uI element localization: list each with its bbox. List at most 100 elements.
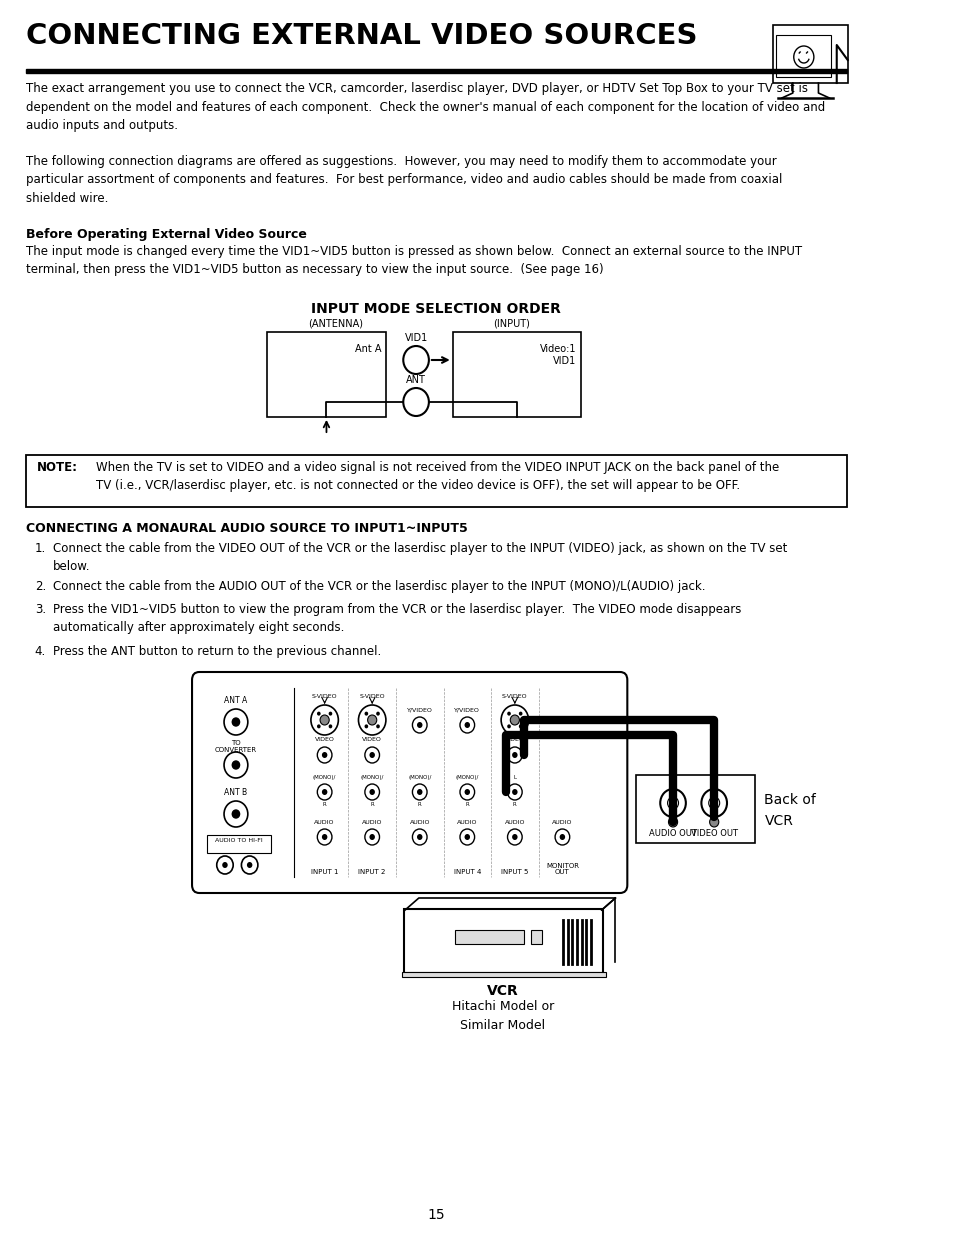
Circle shape <box>464 834 470 840</box>
Circle shape <box>319 715 329 725</box>
Text: VIDEO: VIDEO <box>504 737 524 742</box>
Bar <box>531 930 541 944</box>
Circle shape <box>232 761 239 769</box>
FancyBboxPatch shape <box>192 672 627 893</box>
Text: Back of
VCR: Back of VCR <box>763 793 816 827</box>
Text: L: L <box>513 776 516 781</box>
FancyBboxPatch shape <box>404 909 602 973</box>
Text: VID1: VID1 <box>404 333 427 343</box>
Text: ANT B: ANT B <box>224 788 247 797</box>
Circle shape <box>321 752 327 758</box>
Bar <box>26 69 846 73</box>
Circle shape <box>416 789 422 795</box>
Circle shape <box>367 715 376 725</box>
Circle shape <box>232 810 239 818</box>
Text: VIDEO: VIDEO <box>362 737 382 742</box>
Text: S-VIDEO: S-VIDEO <box>312 694 337 699</box>
Text: Press the VID1~VID5 button to view the program from the VCR or the laserdisc pla: Press the VID1~VID5 button to view the p… <box>53 603 740 635</box>
Text: (MONO)/: (MONO)/ <box>360 776 383 781</box>
Text: Y/VIDEO: Y/VIDEO <box>406 706 433 713</box>
Circle shape <box>247 862 253 868</box>
Text: INPUT 2: INPUT 2 <box>358 869 385 876</box>
Text: INPUT 4: INPUT 4 <box>453 869 480 876</box>
Text: (MONO)/: (MONO)/ <box>456 776 478 781</box>
Text: R: R <box>465 802 469 806</box>
Circle shape <box>668 818 677 827</box>
Circle shape <box>512 752 517 758</box>
Circle shape <box>364 725 368 729</box>
Circle shape <box>369 789 375 795</box>
Circle shape <box>232 718 239 726</box>
Text: AUDIO TO HI-FI: AUDIO TO HI-FI <box>214 839 262 844</box>
Text: The exact arrangement you use to connect the VCR, camcorder, laserdisc player, D: The exact arrangement you use to connect… <box>26 82 824 132</box>
Text: R: R <box>417 802 421 806</box>
Text: The input mode is changed every time the VID1~VID5 button is pressed as shown be: The input mode is changed every time the… <box>26 245 801 277</box>
Text: AUDIO OUT: AUDIO OUT <box>648 829 697 839</box>
Circle shape <box>507 711 510 715</box>
Text: Y/VIDEO: Y/VIDEO <box>454 706 479 713</box>
Text: S-VIDEO: S-VIDEO <box>501 694 527 699</box>
Text: 3.: 3. <box>34 603 46 616</box>
Circle shape <box>518 711 522 715</box>
Text: 2.: 2. <box>34 580 46 593</box>
FancyBboxPatch shape <box>776 35 830 77</box>
Text: AUDIO: AUDIO <box>409 820 430 825</box>
Bar <box>267 332 386 417</box>
Circle shape <box>316 711 320 715</box>
Text: Video:1
VID1: Video:1 VID1 <box>539 345 576 367</box>
Circle shape <box>512 834 517 840</box>
Text: VIDEO OUT: VIDEO OUT <box>690 829 737 839</box>
Text: Connect the cable from the AUDIO OUT of the VCR or the laserdisc player to the I: Connect the cable from the AUDIO OUT of … <box>53 580 705 593</box>
Circle shape <box>328 725 332 729</box>
Text: (ANTENNA): (ANTENNA) <box>308 317 363 329</box>
Text: (MONO)/: (MONO)/ <box>313 776 336 781</box>
Circle shape <box>464 722 470 727</box>
Text: AUDIO: AUDIO <box>456 820 477 825</box>
Text: 15: 15 <box>427 1208 444 1221</box>
Circle shape <box>316 725 320 729</box>
Circle shape <box>464 789 470 795</box>
Text: AUDIO: AUDIO <box>361 820 382 825</box>
Text: The following connection diagrams are offered as suggestions.  However, you may : The following connection diagrams are of… <box>26 156 781 205</box>
Bar <box>452 332 580 417</box>
Text: VCR: VCR <box>487 984 518 998</box>
Circle shape <box>518 725 522 729</box>
Text: R: R <box>322 802 326 806</box>
Circle shape <box>375 725 379 729</box>
Text: Ant A: Ant A <box>355 345 381 354</box>
Text: Hitachi Model or
Similar Model: Hitachi Model or Similar Model <box>452 1000 554 1032</box>
Bar <box>207 835 271 853</box>
Circle shape <box>510 715 518 725</box>
Bar <box>455 930 523 944</box>
Circle shape <box>364 711 368 715</box>
Text: AUDIO: AUDIO <box>314 820 335 825</box>
Circle shape <box>416 834 422 840</box>
Text: INPUT 1: INPUT 1 <box>311 869 338 876</box>
Text: (INPUT): (INPUT) <box>493 317 529 329</box>
Text: CONNECTING A MONAURAL AUDIO SOURCE TO INPUT1~INPUT5: CONNECTING A MONAURAL AUDIO SOURCE TO IN… <box>26 522 467 535</box>
Circle shape <box>369 752 375 758</box>
Circle shape <box>512 789 517 795</box>
Text: AUDIO: AUDIO <box>552 820 572 825</box>
Circle shape <box>416 722 422 727</box>
Circle shape <box>328 711 332 715</box>
FancyBboxPatch shape <box>772 25 847 83</box>
Text: S-VIDEO: S-VIDEO <box>359 694 385 699</box>
Text: 4.: 4. <box>34 645 46 658</box>
Text: INPUT 5: INPUT 5 <box>500 869 528 876</box>
Circle shape <box>369 834 375 840</box>
Circle shape <box>559 834 564 840</box>
Text: ANT: ANT <box>406 375 426 385</box>
Bar <box>402 972 606 977</box>
Text: TO
CONVERTER: TO CONVERTER <box>214 740 256 753</box>
Text: NOTE:: NOTE: <box>36 461 77 474</box>
Circle shape <box>507 725 510 729</box>
Text: INPUT MODE SELECTION ORDER: INPUT MODE SELECTION ORDER <box>311 303 560 316</box>
Text: ANT A: ANT A <box>224 697 247 705</box>
Text: MONITOR
OUT: MONITOR OUT <box>545 862 578 876</box>
Text: R: R <box>370 802 374 806</box>
Circle shape <box>709 818 718 827</box>
Circle shape <box>222 862 228 868</box>
Text: AUDIO: AUDIO <box>504 820 524 825</box>
Text: VIDEO: VIDEO <box>314 737 335 742</box>
